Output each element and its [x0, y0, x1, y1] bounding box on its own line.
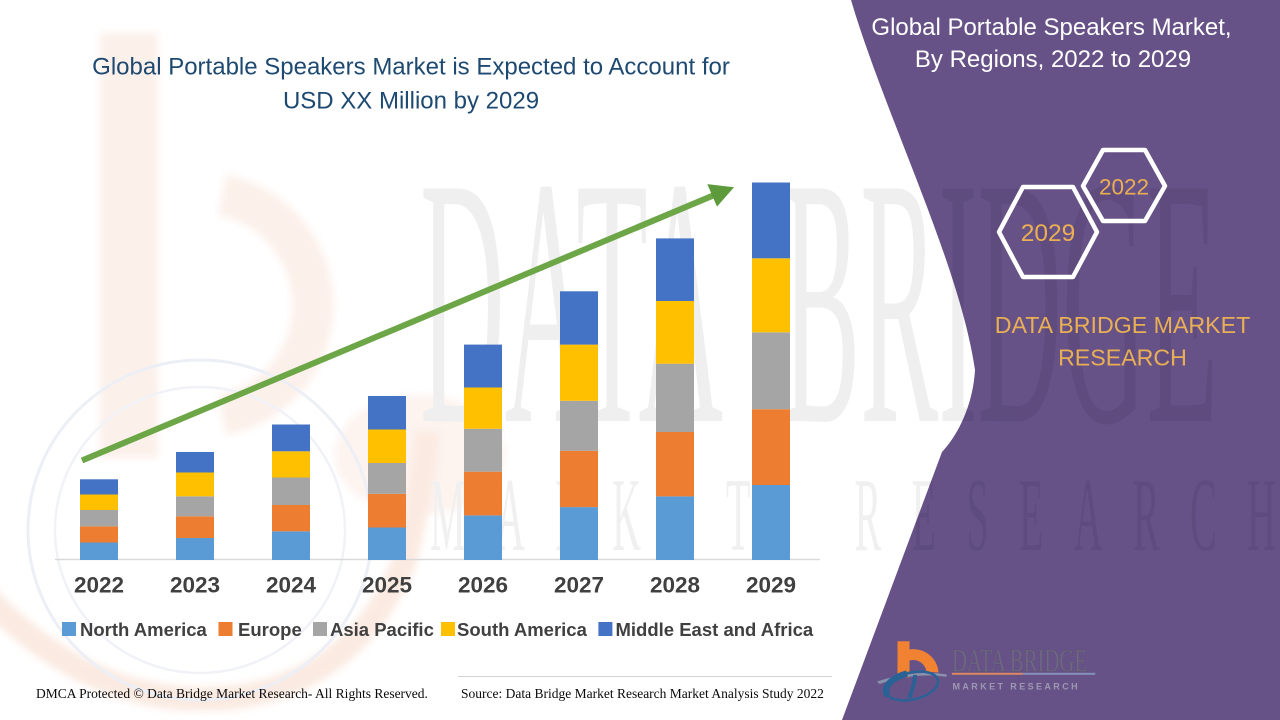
svg-text:2029: 2029 [746, 573, 796, 598]
svg-text:2024: 2024 [266, 573, 317, 598]
svg-text:DATA BRIDGE MARKET: DATA BRIDGE MARKET [995, 312, 1251, 338]
svg-text:2029: 2029 [1021, 220, 1076, 247]
svg-text:2027: 2027 [554, 573, 604, 598]
svg-text:By Regions, 2022 to 2029: By Regions, 2022 to 2029 [915, 46, 1191, 73]
svg-text:Europe: Europe [238, 619, 302, 640]
svg-text:2028: 2028 [650, 573, 700, 598]
svg-text:2022: 2022 [1099, 175, 1149, 200]
svg-text:North America: North America [80, 619, 208, 640]
svg-text:2022: 2022 [74, 573, 124, 598]
svg-text:DATA BRIDGE: DATA BRIDGE [952, 642, 1087, 679]
svg-text:Source: Data Bridge Market Res: Source: Data Bridge Market Research Mark… [461, 686, 824, 701]
svg-text:South America: South America [457, 619, 588, 640]
svg-text:USD XX Million by 2029: USD XX Million by 2029 [283, 88, 539, 115]
svg-text:2025: 2025 [362, 573, 412, 598]
svg-text:RESEARCH: RESEARCH [1058, 345, 1187, 371]
svg-text:Middle East and Africa: Middle East and Africa [616, 619, 814, 640]
svg-text:Global Portable Speakers Marke: Global Portable Speakers Market is Expec… [92, 54, 730, 81]
svg-text:2023: 2023 [170, 573, 220, 598]
svg-text:MARKET RESEARCH: MARKET RESEARCH [953, 682, 1081, 692]
svg-text:DMCA Protected © Data Bridge M: DMCA Protected © Data Bridge Market Rese… [36, 686, 428, 701]
svg-text:Global Portable Speakers Marke: Global Portable Speakers Market, [871, 14, 1231, 41]
svg-text:2026: 2026 [458, 573, 508, 598]
svg-text:Asia Pacific: Asia Pacific [330, 619, 434, 640]
